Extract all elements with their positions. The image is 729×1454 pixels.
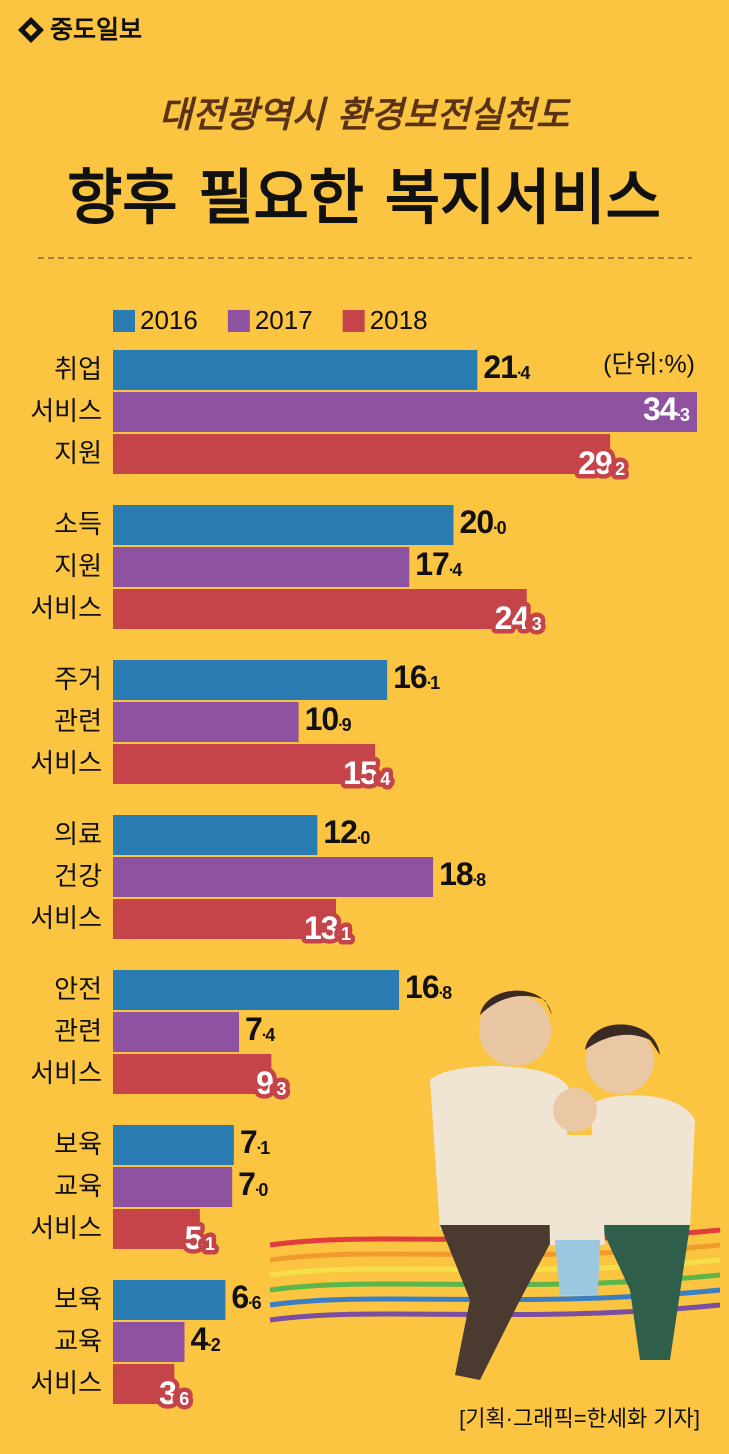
- bar: [113, 702, 299, 742]
- legend-label: 2018: [370, 305, 428, 335]
- value-label: 9.3: [256, 1065, 286, 1101]
- figure-body: [590, 1095, 695, 1230]
- value-label: 7.0: [238, 1166, 268, 1202]
- figure-body: [430, 1066, 570, 1230]
- source-credit: [기획·그래픽=한세화 기자]: [459, 1406, 700, 1431]
- value-label: 20.0: [460, 504, 507, 540]
- figure-head: [479, 994, 551, 1066]
- bar: [113, 1167, 233, 1207]
- value-label: 4.2: [191, 1321, 221, 1357]
- bar: [113, 899, 337, 939]
- bar: [113, 1054, 272, 1094]
- logo: 중도일보: [18, 15, 142, 44]
- category-label: 보육 교육 서비스: [30, 1285, 102, 1399]
- value-label: 18.8: [439, 856, 486, 892]
- bar: [113, 857, 434, 897]
- bar: [113, 434, 611, 474]
- value-label: 21.4: [483, 349, 530, 385]
- value-label: 13.1: [304, 910, 351, 946]
- bar: [113, 392, 697, 432]
- figure-hair: [585, 1024, 660, 1055]
- bar: [113, 589, 527, 629]
- figure-hair: [480, 990, 552, 1015]
- bar: [113, 744, 376, 784]
- unit-label: (단위:%): [603, 351, 695, 379]
- bar: [113, 350, 478, 390]
- bar: [113, 1280, 226, 1320]
- bar: [113, 970, 400, 1010]
- legend-label: 2017: [255, 305, 313, 335]
- category-label: 보육 교육 서비스: [30, 1130, 102, 1244]
- value-label: 6.6: [231, 1279, 261, 1315]
- figure-head: [553, 1088, 597, 1132]
- bar: [113, 505, 454, 545]
- bar: [113, 1364, 175, 1404]
- category-label: 안전 관련 서비스: [30, 975, 102, 1089]
- illustration: [269, 990, 721, 1380]
- chart-title: 향후 필요한 복지서비스: [67, 164, 661, 234]
- figure-legs: [555, 1240, 600, 1295]
- figure-head: [586, 1026, 654, 1094]
- bar: [113, 1322, 185, 1362]
- bar: [113, 1209, 200, 1249]
- figure-legs: [600, 1225, 690, 1360]
- bar: [113, 1012, 239, 1052]
- value-label: 7.1: [240, 1124, 270, 1160]
- value-label: 10.9: [305, 701, 352, 737]
- value-label: 12.0: [323, 814, 370, 850]
- value-label: 7.4: [245, 1011, 275, 1047]
- bar: [113, 547, 410, 587]
- category-label: 의료 건강 서비스: [30, 820, 102, 934]
- legend-swatch: [342, 310, 365, 332]
- category-label: 주거 관련 서비스: [30, 665, 102, 779]
- logo-text: 중도일보: [50, 15, 142, 44]
- legend-label: 2016: [140, 305, 198, 335]
- figure-legs: [440, 1225, 560, 1380]
- category-label: 취업 서비스 지원: [30, 355, 102, 469]
- value-label: 16.8: [405, 969, 452, 1005]
- category-label: 소득 지원 서비스: [30, 510, 102, 624]
- bar: [113, 1125, 234, 1165]
- legend-swatch: [227, 310, 250, 332]
- value-label: 17.4: [415, 546, 462, 582]
- value-label: 34.3: [643, 391, 690, 427]
- value-label: 16.1: [393, 659, 440, 695]
- bar: [113, 815, 318, 855]
- bar: [113, 660, 388, 700]
- logo-icon-inner: [25, 24, 37, 36]
- legend-swatch: [113, 310, 135, 332]
- subtitle: 대전광역시 환경보전실천도: [159, 94, 572, 136]
- figure-body: [548, 1135, 605, 1245]
